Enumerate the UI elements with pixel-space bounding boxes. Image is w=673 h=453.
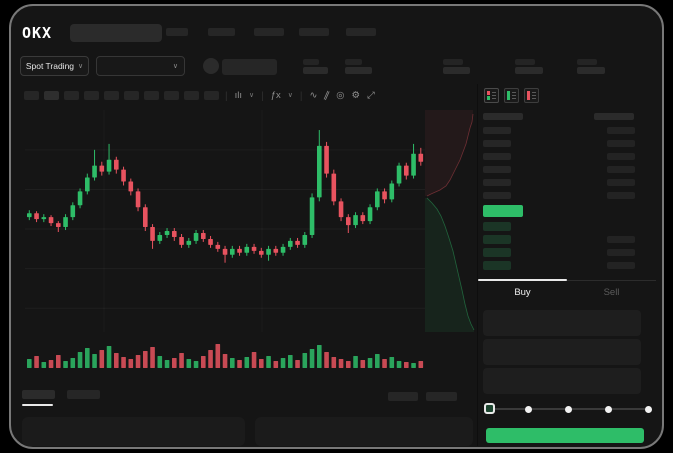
buy-submit-button[interactable]	[486, 428, 644, 443]
chevron-down-icon[interactable]: ∨	[287, 92, 293, 99]
ask-row-3[interactable]	[483, 153, 511, 160]
ask-row-amount-3	[607, 153, 635, 160]
pair-selector-dropdown[interactable]: ∨	[96, 56, 185, 76]
slider-stop-5[interactable]	[644, 406, 652, 413]
bottom-tab-orders[interactable]	[22, 390, 55, 399]
candlestick-style-icon[interactable]: ılı	[234, 90, 242, 101]
stat-value-5	[577, 67, 605, 74]
slider-stop-3[interactable]	[565, 406, 572, 413]
timeframe-button-4[interactable]	[84, 91, 99, 100]
stat-value-1	[303, 67, 328, 74]
timeframe-button-5[interactable]	[104, 91, 119, 100]
timeframe-button-3[interactable]	[64, 91, 79, 100]
ask-row-amount-1	[607, 127, 635, 134]
timeframe-button-2[interactable]	[44, 91, 59, 100]
settings-icon[interactable]: ⚙	[351, 90, 361, 101]
search-input[interactable]	[70, 24, 162, 42]
bid-row-amount-4	[607, 262, 635, 269]
tab-buy[interactable]: Buy	[514, 287, 531, 298]
market-type-dropdown[interactable]: Spot Trading ∨	[20, 56, 89, 76]
nav-item-3[interactable]	[254, 28, 284, 36]
timeframe-button-7[interactable]	[144, 91, 159, 100]
orderbook-layout-split-icon[interactable]	[484, 88, 499, 103]
bottom-tab-active-indicator	[22, 404, 53, 406]
stat-value-4	[515, 67, 543, 74]
ask-row-amount-5	[607, 179, 635, 186]
stat-label-1	[303, 59, 319, 65]
bottom-tab-history[interactable]	[67, 390, 100, 399]
bid-row-1[interactable]	[483, 222, 511, 231]
fullscreen-icon[interactable]: ⤢	[367, 90, 375, 101]
ask-row-6[interactable]	[483, 192, 511, 199]
bottom-action-1[interactable]	[388, 392, 418, 401]
chevron-down-icon: ∨	[172, 62, 178, 70]
timeframe-button-10[interactable]	[204, 91, 219, 100]
orderbook-layout-bids-icon[interactable]	[504, 88, 519, 103]
slider-stop-2[interactable]	[525, 406, 533, 413]
stat-label-4	[515, 59, 535, 65]
nav-item-4[interactable]	[299, 28, 329, 36]
ask-row-4[interactable]	[483, 166, 511, 173]
okx-logo[interactable]: OKX	[22, 24, 53, 42]
ask-row-amount-6	[607, 192, 635, 199]
toolbar-divider: |	[299, 90, 303, 102]
bid-row-3[interactable]	[483, 248, 511, 257]
candlestick-chart[interactable]	[25, 110, 425, 370]
bid-row-2[interactable]	[483, 235, 511, 244]
nav-item-5[interactable]	[346, 28, 376, 36]
app-canvas: OKX Spot Trading ∨ ∨ | ılı ∨ | ƒx ∨ | ∿ ∥ ◎ ⚙ ⤢ B	[11, 6, 662, 447]
depth-overlay	[425, 110, 475, 332]
tab-sell[interactable]: Sell	[603, 287, 620, 298]
orderbook-price-header	[483, 113, 523, 120]
nav-item-1[interactable]	[166, 28, 188, 36]
orderbook-view-switcher	[484, 88, 539, 103]
ask-row-amount-4	[607, 166, 635, 173]
app-window: OKX Spot Trading ∨ ∨ | ılı ∨ | ƒx ∨ | ∿ ∥ ◎ ⚙ ⤢ B	[9, 4, 664, 449]
stat-value-3	[443, 67, 470, 74]
orderbook-layout-asks-icon[interactable]	[524, 88, 539, 103]
last-price-placeholder	[222, 59, 277, 75]
open-orders-panel	[22, 417, 245, 446]
buy-tab-active-indicator	[478, 279, 567, 281]
slider-handle[interactable]	[483, 403, 495, 414]
drawing-tools-icon[interactable]: ∥	[322, 89, 332, 102]
panel-divider	[477, 84, 478, 446]
orderbook-amount-header	[594, 113, 634, 120]
ask-row-5[interactable]	[483, 179, 511, 186]
last-price-bar[interactable]	[483, 205, 523, 217]
chevron-down-icon: ∨	[78, 62, 84, 70]
bid-row-4[interactable]	[483, 261, 511, 270]
nav-item-2[interactable]	[208, 28, 235, 36]
timeframe-button-9[interactable]	[184, 91, 199, 100]
ask-row-1[interactable]	[483, 127, 511, 134]
market-type-label: Spot Trading	[25, 61, 75, 71]
line-tool-icon[interactable]: ∿	[309, 90, 318, 101]
order-history-panel	[255, 417, 473, 446]
timeframe-button-1[interactable]	[24, 91, 39, 100]
ask-row-amount-2	[607, 140, 635, 147]
stat-label-2	[345, 59, 362, 65]
chart-toolbar: | ılı ∨ | ƒx ∨ | ∿ ∥ ◎ ⚙ ⤢	[225, 89, 375, 103]
chevron-down-icon[interactable]: ∨	[249, 92, 255, 99]
screenshot-icon[interactable]: ◎	[336, 90, 345, 101]
coin-icon	[203, 58, 219, 74]
indicators-icon[interactable]: ƒx	[270, 90, 281, 101]
stat-label-3	[443, 59, 463, 65]
toolbar-divider: |	[225, 90, 228, 102]
trade-tabs-divider	[478, 280, 656, 281]
order-field-2[interactable]	[483, 339, 641, 365]
bid-row-amount-2	[607, 236, 635, 243]
timeframe-button-8[interactable]	[164, 91, 179, 100]
bid-row-amount-3	[607, 249, 635, 256]
bottom-action-2[interactable]	[426, 392, 457, 401]
timeframe-button-6[interactable]	[124, 91, 139, 100]
order-field-1[interactable]	[483, 310, 641, 336]
order-field-3[interactable]	[483, 368, 641, 394]
toolbar-divider: |	[261, 90, 264, 102]
stat-value-2	[345, 67, 372, 74]
stat-label-5	[577, 59, 597, 65]
ask-row-2[interactable]	[483, 140, 511, 147]
slider-stop-4[interactable]	[604, 406, 612, 413]
